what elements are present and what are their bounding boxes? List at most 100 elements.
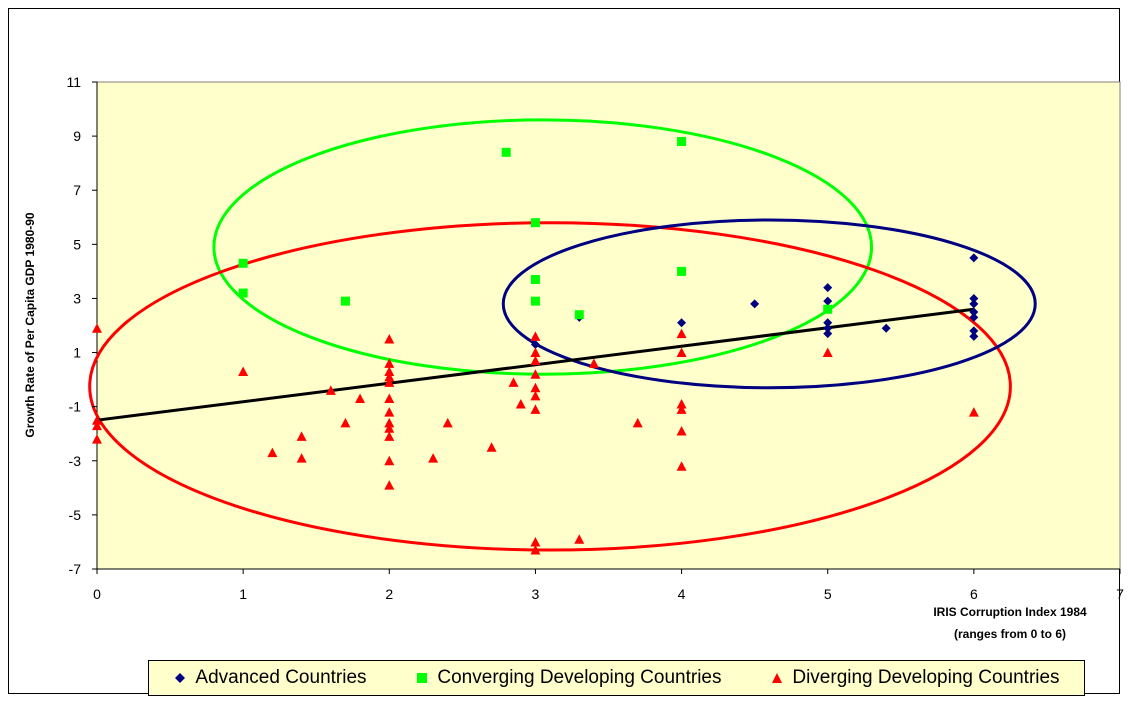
- data-point-diverging: [296, 431, 307, 441]
- x-tick-label: 0: [93, 586, 101, 602]
- data-point-advanced: [823, 283, 833, 293]
- legend-item-advanced: Advanced Countries: [173, 667, 367, 689]
- data-point-diverging: [384, 366, 395, 376]
- data-point-diverging: [530, 536, 541, 547]
- group-ellipse: [501, 218, 1037, 390]
- legend: Advanced Countries Converging Developing…: [148, 660, 1085, 696]
- data-point-converging: [530, 218, 540, 228]
- y-tick-label: -1: [69, 399, 82, 415]
- data-point-diverging: [92, 434, 102, 444]
- data-point-converging: [501, 147, 511, 157]
- data-point-diverging: [676, 461, 687, 471]
- legend-label: Diverging Developing Countries: [792, 667, 1060, 688]
- legend-item-diverging: Diverging Developing Countries: [770, 667, 1060, 689]
- data-point-converging: [574, 310, 584, 320]
- data-point-diverging: [340, 417, 351, 428]
- data-point-diverging: [530, 545, 541, 555]
- data-point-converging: [530, 296, 540, 306]
- y-tick-label: 5: [73, 236, 81, 252]
- data-point-diverging: [296, 453, 307, 463]
- data-point-diverging: [530, 382, 541, 393]
- legend-square-icon: [417, 673, 428, 683]
- y-tick-label: 1: [73, 345, 81, 361]
- data-point-diverging: [508, 377, 519, 387]
- legend-item-converging: Converging Developing Countries: [415, 667, 722, 689]
- data-point-diverging: [515, 398, 526, 409]
- points-layer: [92, 137, 979, 555]
- data-point-converging: [677, 266, 687, 276]
- y-tick-label: 11: [66, 74, 81, 90]
- data-point-diverging: [384, 423, 395, 433]
- data-point-diverging: [968, 407, 979, 417]
- data-point-diverging: [676, 398, 687, 409]
- x-axis-title-line1: IRIS Corruption Index 1984: [933, 605, 1087, 619]
- data-point-converging: [530, 275, 540, 285]
- data-point-diverging: [267, 447, 278, 458]
- data-point-converging: [238, 258, 248, 268]
- data-point-diverging: [530, 347, 541, 358]
- legend-label: Converging Developing Countries: [437, 667, 722, 688]
- x-tick-label: 1: [239, 586, 247, 602]
- data-point-diverging: [574, 534, 585, 544]
- data-point-diverging: [588, 358, 599, 368]
- data-point-advanced: [969, 312, 979, 322]
- data-point-converging: [340, 296, 350, 306]
- data-point-advanced: [969, 326, 979, 336]
- x-tick-label: 3: [532, 586, 540, 602]
- data-point-advanced: [823, 323, 833, 333]
- data-point-advanced: [677, 318, 687, 328]
- data-point-diverging: [325, 385, 336, 395]
- x-tick-label: 5: [824, 586, 832, 602]
- data-point-diverging: [530, 404, 541, 414]
- x-tick-label: 2: [385, 586, 393, 602]
- data-point-advanced: [969, 293, 979, 303]
- data-point-diverging: [676, 426, 687, 436]
- legend-triangle-icon: [772, 673, 783, 683]
- plot-area: [96, 81, 1121, 570]
- legend-diamond-icon: [175, 673, 186, 683]
- data-point-diverging: [676, 347, 687, 358]
- data-point-diverging: [384, 393, 395, 404]
- data-point-diverging: [676, 404, 687, 414]
- y-tick-label: 7: [73, 182, 81, 198]
- data-point-diverging: [384, 371, 395, 382]
- group-ellipse: [88, 221, 1012, 552]
- x-tick-label: 4: [678, 586, 686, 602]
- data-point-advanced: [969, 331, 979, 341]
- data-point-diverging: [384, 407, 395, 417]
- y-axis-title: Growth Rate of Per Capita GDP 1980-90: [23, 212, 37, 438]
- data-point-diverging: [92, 415, 102, 425]
- data-point-advanced: [969, 307, 979, 317]
- data-point-diverging: [428, 453, 439, 463]
- data-point-converging: [823, 304, 833, 314]
- data-point-diverging: [530, 331, 541, 341]
- ticks-layer: 0 1 2 3 4 5 6 7 11 9 7 5 3 1 -1 -3 -5 -7: [66, 74, 1124, 602]
- data-point-converging: [238, 288, 248, 298]
- data-point-diverging: [384, 480, 395, 490]
- data-point-diverging: [384, 431, 395, 441]
- data-point-diverging: [238, 366, 249, 376]
- data-point-advanced: [823, 329, 833, 339]
- data-point-advanced: [530, 339, 540, 349]
- data-point-diverging: [92, 420, 102, 431]
- data-point-diverging: [384, 455, 395, 466]
- scatter-chart: 0 1 2 3 4 5 6 7 11 9 7 5 3 1 -1 -3 -5 -7 Growth Rate of P…: [23, 74, 1124, 641]
- data-point-diverging: [486, 442, 497, 452]
- data-point-diverging: [632, 417, 643, 428]
- y-tick-label: 9: [73, 128, 81, 144]
- x-tick-label: 7: [1116, 586, 1124, 602]
- data-point-diverging: [92, 323, 102, 333]
- data-point-converging: [677, 137, 687, 147]
- x-axis-title-line2: (ranges from 0 to 6): [954, 627, 1066, 641]
- y-tick-label: -3: [69, 453, 82, 469]
- data-point-advanced: [969, 253, 979, 263]
- data-point-diverging: [355, 393, 366, 404]
- group-ellipse: [212, 118, 874, 376]
- data-point-diverging: [676, 328, 687, 339]
- data-point-diverging: [384, 358, 395, 368]
- data-point-diverging: [384, 334, 395, 344]
- data-point-diverging: [530, 369, 541, 379]
- legend-label: Advanced Countries: [195, 667, 367, 688]
- data-point-advanced: [881, 323, 891, 333]
- data-point-diverging: [530, 390, 541, 401]
